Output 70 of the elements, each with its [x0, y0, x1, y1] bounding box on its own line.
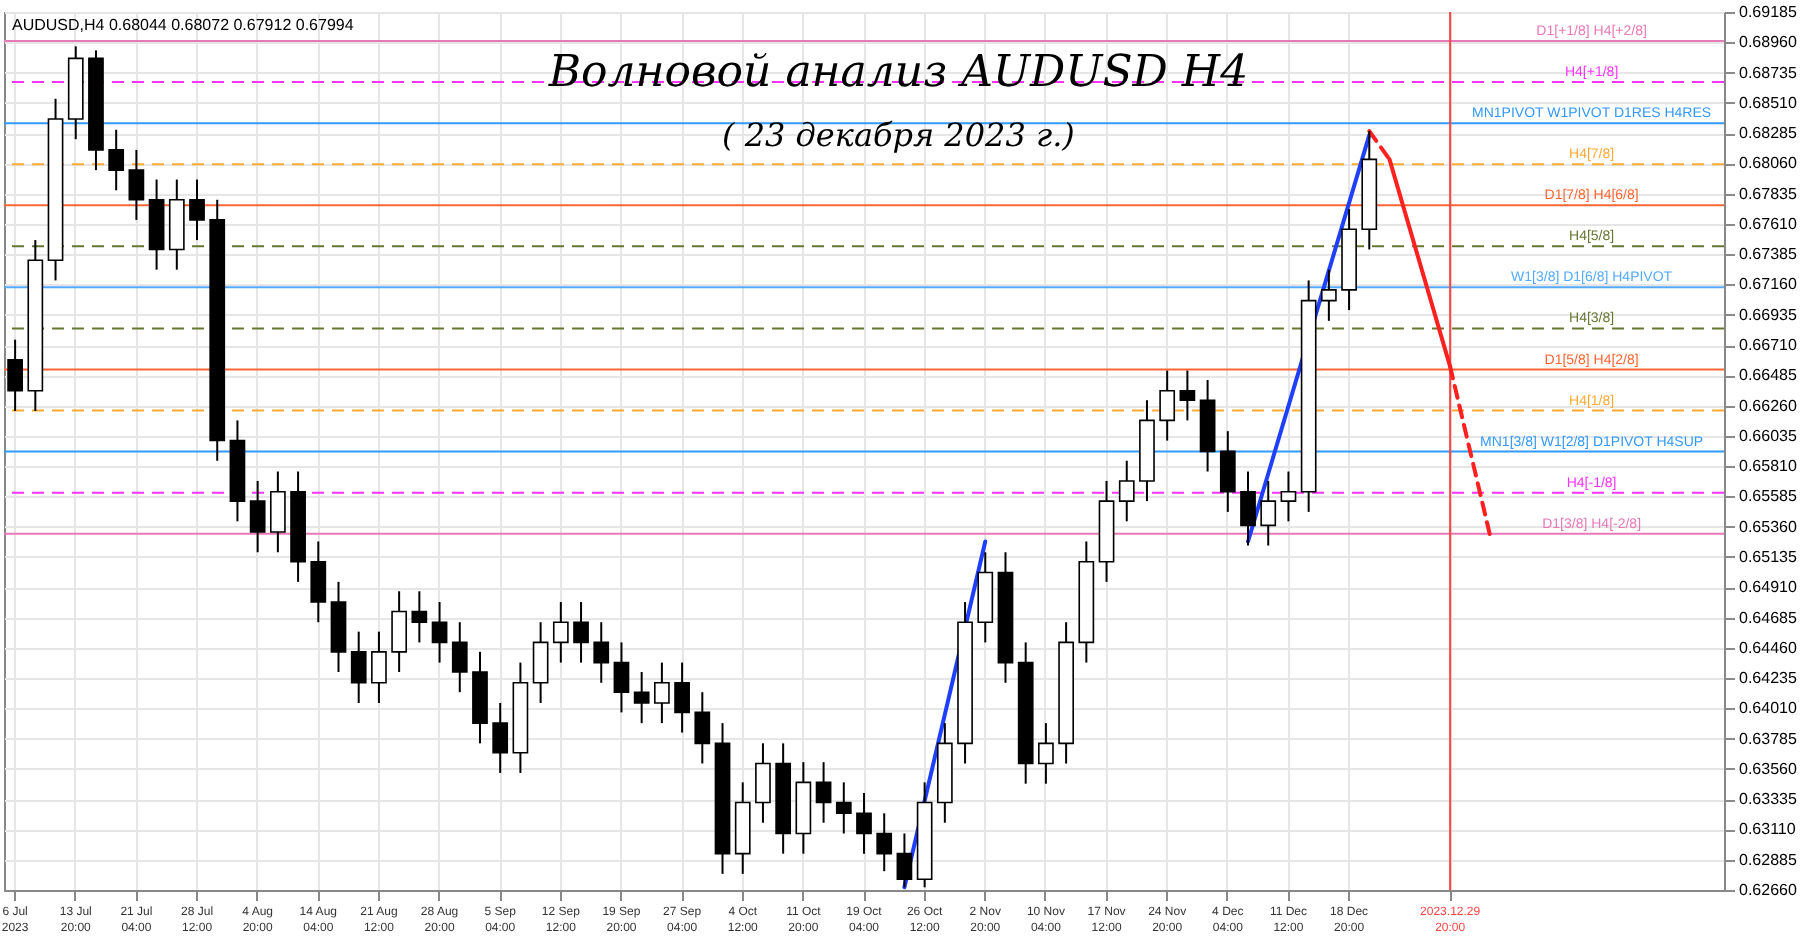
y-tick-label: 0.63110: [1739, 820, 1797, 839]
candlestick: [1219, 430, 1236, 513]
y-tick-label: 0.66935: [1739, 305, 1798, 324]
candlestick: [674, 661, 690, 734]
y-tick-label: 0.68060: [1739, 154, 1798, 173]
y-tick-label: 0.68510: [1739, 93, 1798, 112]
candlestick: [391, 590, 408, 674]
y-tick-label: 0.62885: [1739, 850, 1798, 869]
candlestick: [613, 641, 630, 714]
candlestick: [350, 630, 367, 704]
candlestick: [1118, 459, 1135, 523]
y-tick-label: 0.64235: [1739, 669, 1798, 688]
candlestick: [755, 742, 771, 824]
candlestick: [249, 479, 266, 554]
candlestick: [593, 621, 610, 684]
candlestick: [7, 338, 23, 412]
y-tick-label: 0.67385: [1739, 245, 1798, 264]
candlestick: [633, 671, 650, 725]
candlestick: [310, 540, 327, 624]
candlestick: [1320, 268, 1337, 322]
candlestick: [411, 590, 428, 644]
y-tick-label: 0.63560: [1739, 759, 1798, 778]
candlestick: [896, 832, 913, 889]
candlestick: [654, 661, 670, 725]
y-tick-label: 0.63785: [1739, 729, 1798, 748]
y-tick-label: 0.65135: [1739, 547, 1798, 566]
y-tick-label: 0.66035: [1739, 426, 1798, 445]
candlestick: [815, 761, 832, 824]
candlestick: [1240, 470, 1256, 547]
candlestick: [573, 601, 589, 664]
y-tick-label: 0.67610: [1739, 214, 1798, 233]
y-tick-label: 0.64010: [1739, 699, 1798, 718]
text: ( 23 декабря 2023 г.): [722, 116, 1075, 154]
y-tick-label: 0.64460: [1739, 638, 1798, 657]
y-tick-label: 0.69185: [1739, 3, 1798, 21]
candlestick: [835, 781, 852, 835]
candlestick: [492, 701, 509, 774]
candlestick: [1038, 722, 1054, 785]
candlestick: [1159, 369, 1176, 442]
candlestick: [856, 792, 872, 855]
candlestick: [128, 148, 145, 221]
y-tick-label: 0.66260: [1739, 396, 1798, 415]
candlestick: [189, 178, 205, 242]
y-tick-label: 0.66710: [1739, 336, 1798, 355]
y-tick-label: 0.67835: [1739, 184, 1798, 203]
candlestick: [876, 812, 893, 873]
candlestick: [552, 601, 569, 664]
candlestick: [532, 621, 549, 704]
y-tick-label: 0.64910: [1739, 578, 1798, 597]
y-tick-label: 0.68960: [1739, 33, 1798, 52]
y-tick-label: 0.65585: [1739, 487, 1798, 506]
candlestick: [451, 621, 468, 694]
candlestick: [1260, 479, 1277, 547]
y-tick-label: 0.65810: [1739, 457, 1798, 476]
y-tick-label: 0.63335: [1739, 790, 1798, 809]
candlestick: [431, 601, 448, 664]
y-tick-label: 0.62660: [1739, 881, 1798, 899]
y-tick-label: 0.65360: [1739, 517, 1798, 536]
candlestick: [269, 470, 286, 554]
y-tick-label: 0.68285: [1739, 124, 1798, 143]
candlestick: [694, 691, 711, 765]
candlestick: [1280, 470, 1297, 523]
annotation: AUDUSD,H4 0.68044 0.68072 0.67912 0.67994: [12, 16, 355, 34]
y-tick-label: 0.68735: [1739, 63, 1798, 82]
candlestick: [108, 128, 125, 192]
candlestick: [371, 630, 387, 704]
candlestick: [1179, 369, 1196, 422]
y-tick-label: 0.64685: [1739, 608, 1798, 627]
y-tick-label: 0.67160: [1739, 275, 1798, 294]
y-tick-label: 0.66485: [1739, 366, 1798, 385]
